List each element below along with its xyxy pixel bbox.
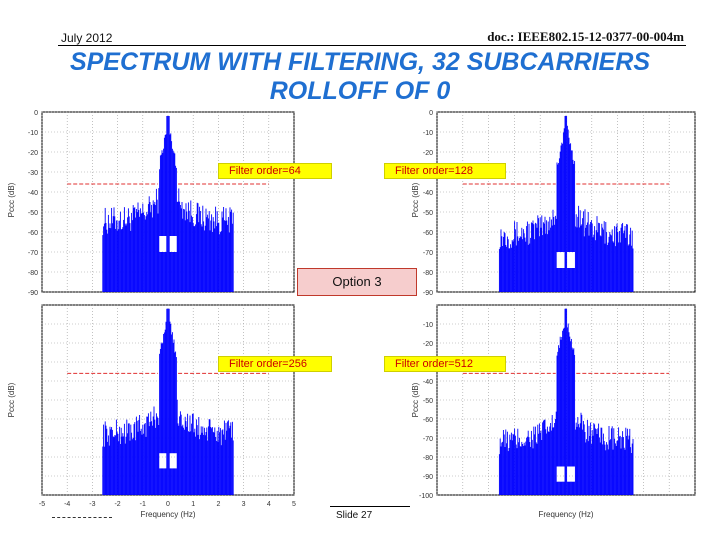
y-tick-label: -10 [28, 130, 38, 137]
y-tick-label: -80 [28, 270, 38, 277]
x-tick-label: 1 [191, 501, 195, 508]
filter-tag-256: Filter order=256 [218, 356, 332, 372]
y-tick-label: -80 [423, 455, 433, 462]
header-doc-id: doc.: IEEE802.15-12-0377-00-004m [487, 29, 684, 44]
y-axis-label: Pccc (dB) [411, 382, 420, 417]
y-tick-label: -10 [423, 322, 433, 329]
x-tick-label: -5 [39, 501, 45, 508]
header-rule [58, 45, 686, 46]
y-tick-label: -40 [423, 190, 433, 197]
y-tick-label: -90 [28, 290, 38, 297]
option-label: Option 3 [297, 268, 417, 296]
y-tick-label: -70 [423, 250, 433, 257]
slide-number: Slide 27 [336, 510, 373, 521]
y-axis-label: Pccc (dB) [411, 182, 420, 217]
spectrum-chart-order-256: -5 -4 -3 -2 -1 0 1 2 3 4 5 Frequency (Hz) Pccc (dB) [7, 304, 296, 519]
y-tick-label: 0 [34, 110, 38, 117]
x-tick-label: -1 [140, 501, 146, 508]
x-tick-label: -2 [114, 501, 120, 508]
y-tick-label: -70 [28, 250, 38, 257]
y-tick-label: -30 [28, 170, 38, 177]
y-tick-label: -60 [423, 230, 433, 237]
y-tick-label: -50 [423, 398, 433, 405]
y-tick-label: -80 [423, 270, 433, 277]
slide-title-line1: SPECTRUM WITH FILTERING, 32 SUBCARRIERS [69, 48, 651, 76]
y-axis-label: Pccc (dB) [7, 182, 16, 217]
x-tick-label: 0 [166, 501, 170, 508]
filter-tag-128: Filter order=128 [384, 163, 506, 179]
y-tick-label: -100 [419, 493, 433, 500]
x-tick-label: -3 [89, 501, 95, 508]
y-tick-label: 0 [429, 110, 433, 117]
y-tick-label: -60 [423, 417, 433, 424]
y-tick-label: -90 [423, 474, 433, 481]
x-tick-label: 2 [216, 501, 220, 508]
y-tick-label: -20 [423, 150, 433, 157]
filter-tag-512: Filter order=512 [384, 356, 506, 372]
y-tick-label: -20 [423, 341, 433, 348]
x-axis-label: Frequency (Hz) [140, 510, 195, 519]
spectrum-chart-order-64: 0 -10 -20 -30 -40 -50 -60 -70 -80 -90 Pccc (dB) [7, 110, 295, 297]
y-tick-label: -10 [423, 130, 433, 137]
x-tick-label: -4 [64, 501, 70, 508]
spectrum-series [498, 308, 634, 495]
y-tick-label: -70 [423, 436, 433, 443]
slide-rule [330, 506, 410, 507]
y-tick-label: -40 [423, 379, 433, 386]
spectrum-chart-order-512: -10-20-30-40-50-60-70-80-90-100Frequency… [411, 304, 696, 519]
y-tick-label: -20 [28, 150, 38, 157]
spectrum-series [498, 116, 634, 292]
filter-tag-64: Filter order=64 [218, 163, 332, 179]
x-tick-label: 5 [292, 501, 296, 508]
y-tick-label: -40 [28, 190, 38, 197]
slide-title: SPECTRUM WITH FILTERING, 32 SUBCARRIERS … [0, 48, 720, 106]
y-tick-label: -90 [423, 290, 433, 297]
y-tick-label: -50 [423, 210, 433, 217]
header-date: July 2012 [61, 31, 113, 45]
x-tick-label: 3 [242, 501, 246, 508]
spectrum-series [102, 308, 234, 495]
x-tick-label: 4 [267, 501, 271, 508]
y-tick-label: -60 [28, 230, 38, 237]
spectrum-series [102, 116, 234, 292]
x-axis-label: Frequency (Hz) [538, 510, 593, 519]
slide-title-line2: ROLLOFF OF 0 [269, 77, 451, 105]
y-axis-label: Pccc (dB) [7, 382, 16, 417]
footer-dash [52, 517, 112, 518]
y-tick-label: -50 [28, 210, 38, 217]
